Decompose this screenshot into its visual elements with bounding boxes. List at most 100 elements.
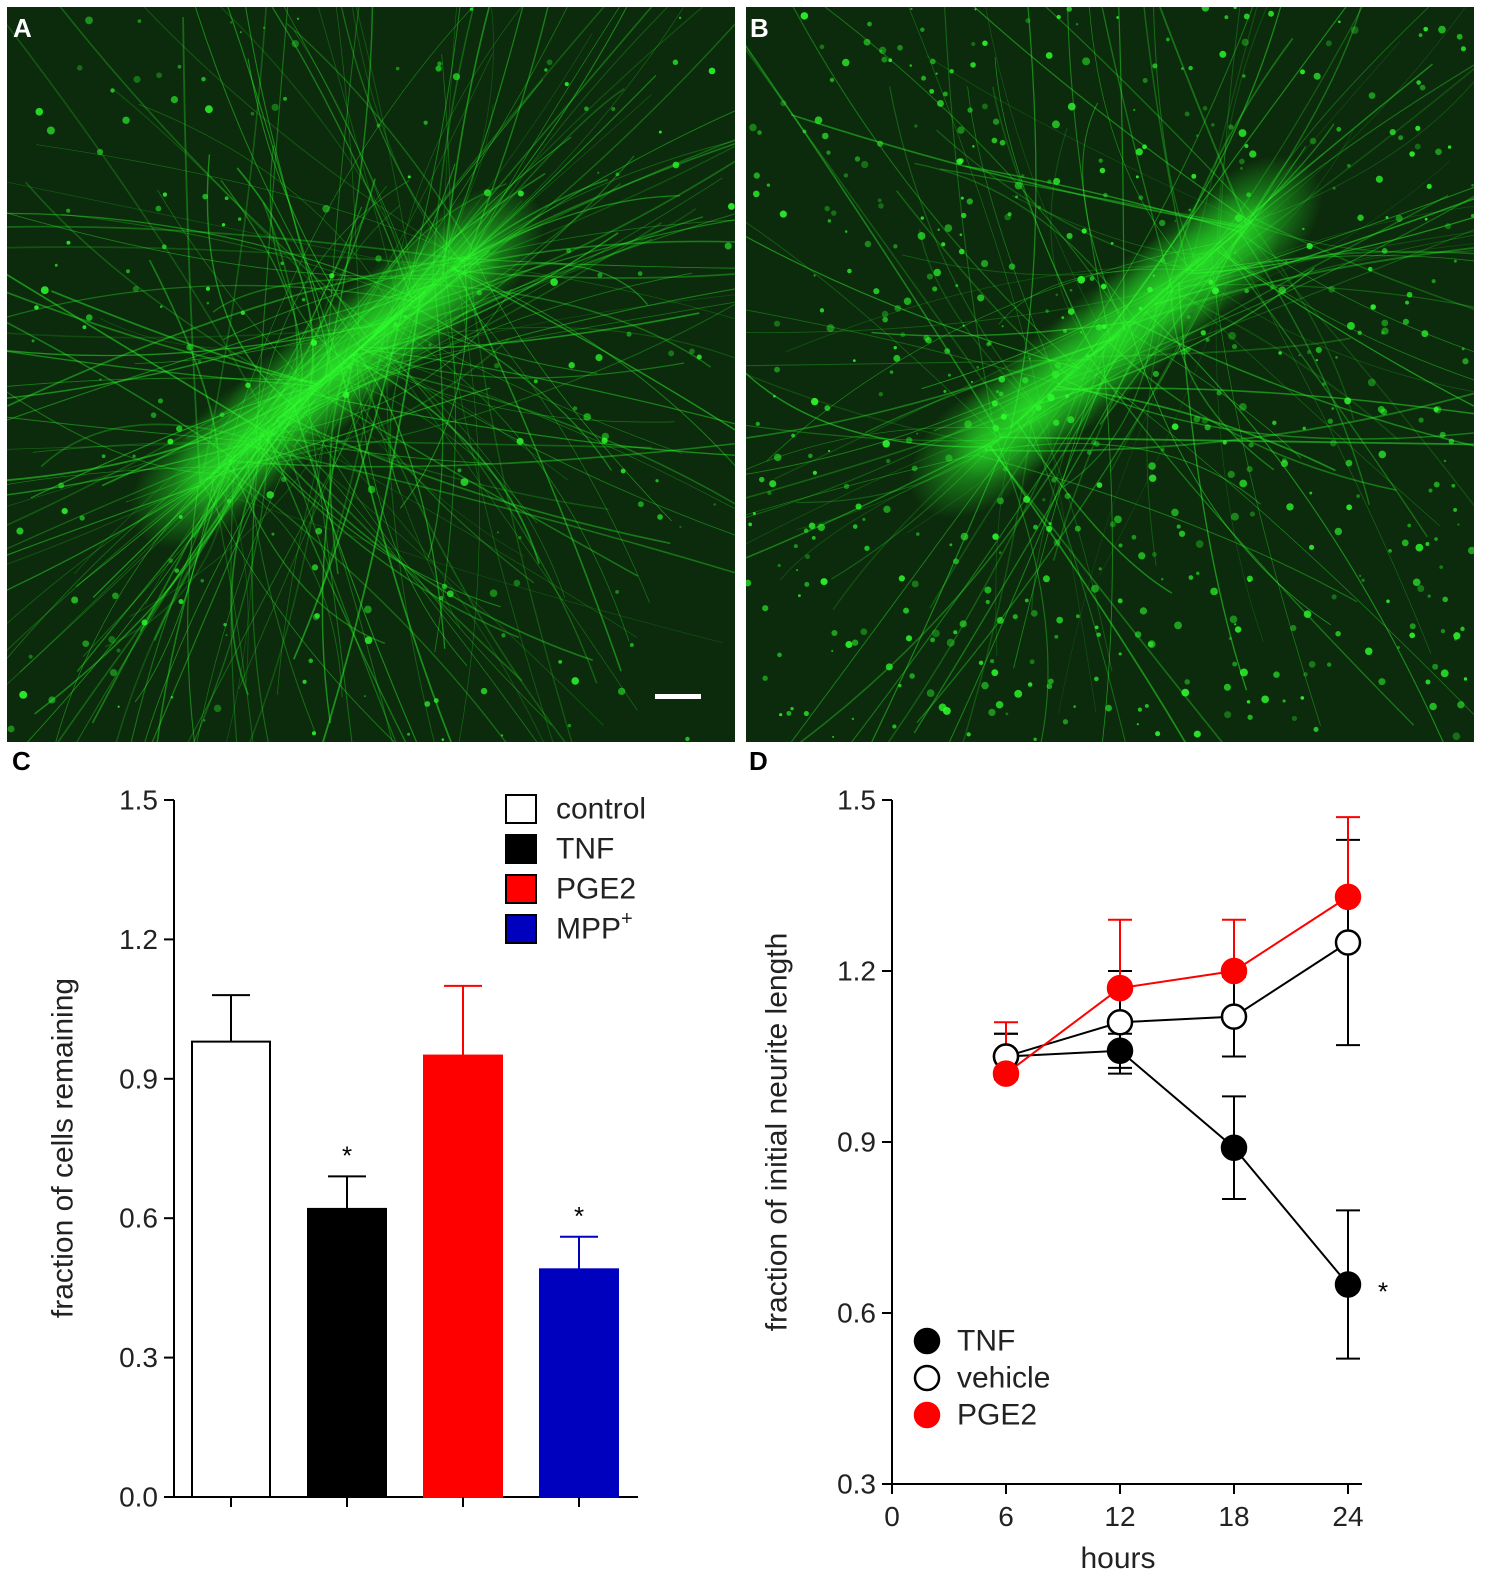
cell-body-dot: [959, 620, 967, 628]
neurite-fiber: [746, 48, 1015, 425]
cell-body-dot: [1030, 609, 1038, 617]
neurite-fiber: [989, 444, 1187, 742]
cell-body-dot: [916, 532, 920, 536]
neurite-fiber: [59, 7, 379, 333]
cell-body-dot: [1222, 440, 1227, 445]
cell-body-dot: [962, 324, 965, 327]
cell-body-dot: [1280, 460, 1289, 468]
cell-body-dot: [1447, 145, 1452, 149]
cell-body-dot: [932, 629, 940, 638]
cell-body-dot: [1062, 719, 1069, 725]
cell-body-dot: [820, 578, 828, 586]
cell-body-dot: [831, 210, 837, 216]
cell-body-dot: [1161, 578, 1164, 581]
cell-body-dot: [1315, 358, 1319, 362]
neurite-fiber: [746, 235, 1080, 370]
cell-body-dot: [1244, 144, 1249, 148]
cell-body-dot: [1219, 50, 1227, 58]
d-y-tick-label: 0.6: [837, 1298, 876, 1329]
cell-body-dot: [626, 331, 632, 337]
cell-body-dot: [1407, 523, 1412, 528]
cell-body-dot: [1096, 632, 1101, 637]
neurite-fiber: [1082, 364, 1474, 716]
cell-body-dot: [518, 535, 522, 540]
cell-body-dot: [1419, 84, 1426, 91]
cell-body-dot: [1378, 678, 1386, 686]
cell-body-dot: [132, 454, 136, 458]
cell-body-dot: [1136, 723, 1139, 726]
cell-body-dot: [1109, 521, 1116, 528]
cell-body-dot: [170, 96, 179, 104]
cell-body-dot: [1358, 574, 1362, 578]
d-y-tick-label: 1.2: [837, 956, 876, 987]
cell-body-dot: [141, 619, 148, 626]
cell-body-dot: [1433, 406, 1439, 413]
cell-body-dot: [1224, 711, 1232, 719]
cell-body-dot: [932, 286, 938, 292]
cell-body-dot: [1181, 348, 1188, 355]
cell-body-dot: [483, 189, 492, 197]
neurite-fiber: [7, 181, 447, 274]
cell-body-dot: [966, 732, 971, 737]
cell-body-dot: [992, 424, 1000, 432]
cell-body-dot: [271, 532, 275, 536]
cell-body-dot: [637, 271, 643, 276]
cell-body-dot: [810, 397, 819, 406]
cell-body-dot: [1248, 442, 1254, 448]
cell-body-dot: [584, 106, 589, 112]
neurite-fiber: [210, 475, 254, 742]
neurite-fiber: [449, 269, 735, 279]
c-significance-marker: *: [342, 1140, 352, 1170]
cell-body-dot: [1208, 279, 1214, 285]
d-line-tnf: [1005, 1049, 1349, 1286]
neurite-fiber: [1241, 228, 1474, 507]
neurite-fiber: [143, 7, 463, 261]
cell-body-dot: [615, 172, 620, 177]
cell-body-dot: [433, 698, 439, 704]
cell-body-dot: [112, 592, 119, 600]
cell-body-dot: [926, 273, 933, 280]
cell-body-dot: [280, 261, 284, 266]
cell-body-dot: [1309, 137, 1317, 145]
cell-body-dot: [1184, 679, 1190, 685]
cell-body-dot: [1133, 108, 1136, 111]
cell-body-dot: [281, 476, 287, 483]
cell-body-dot: [888, 58, 893, 63]
cell-body-dot: [517, 190, 524, 197]
cell-body-dot: [1234, 214, 1243, 223]
cell-body-dot: [480, 687, 488, 695]
cell-body-dot: [1381, 319, 1389, 327]
cell-body-dot: [1453, 632, 1461, 640]
cell-body-dot: [1428, 488, 1433, 493]
neurite-fiber: [7, 273, 264, 432]
cell-body-dot: [1439, 431, 1446, 438]
cell-body-dot: [1116, 16, 1119, 19]
cell-body-dot: [301, 297, 306, 302]
neurite-fiber: [335, 7, 360, 349]
cell-body-dot: [223, 622, 227, 627]
cell-body-dot: [133, 75, 141, 83]
cell-body-dot: [403, 314, 408, 319]
cell-body-dot: [929, 58, 936, 65]
d-y-axis-label: fraction of initial neurite length: [761, 933, 794, 1332]
neurite-fiber: [276, 418, 397, 742]
cell-body-dot: [905, 437, 913, 444]
cell-body-dot: [1075, 23, 1079, 26]
cell-body-dot: [1196, 571, 1200, 576]
cell-body-dot: [1000, 413, 1007, 420]
cell-body-dot: [1298, 354, 1301, 357]
cell-body-dot: [855, 503, 862, 510]
neurite-fiber: [386, 323, 435, 742]
cell-body-dot: [71, 596, 79, 604]
cell-body-dot: [1234, 623, 1237, 626]
cell-body-dot: [843, 483, 850, 490]
cell-body-dot: [878, 203, 884, 209]
cell-body-dot: [953, 630, 958, 635]
cell-body-dot: [367, 485, 376, 494]
cell-body-dot: [826, 150, 831, 155]
cell-body-dot: [1045, 309, 1049, 313]
cell-body-dot: [1385, 216, 1389, 219]
cell-body-dot: [905, 635, 913, 642]
cell-cluster-glow: [1168, 155, 1324, 299]
neurite-fiber: [198, 485, 724, 644]
